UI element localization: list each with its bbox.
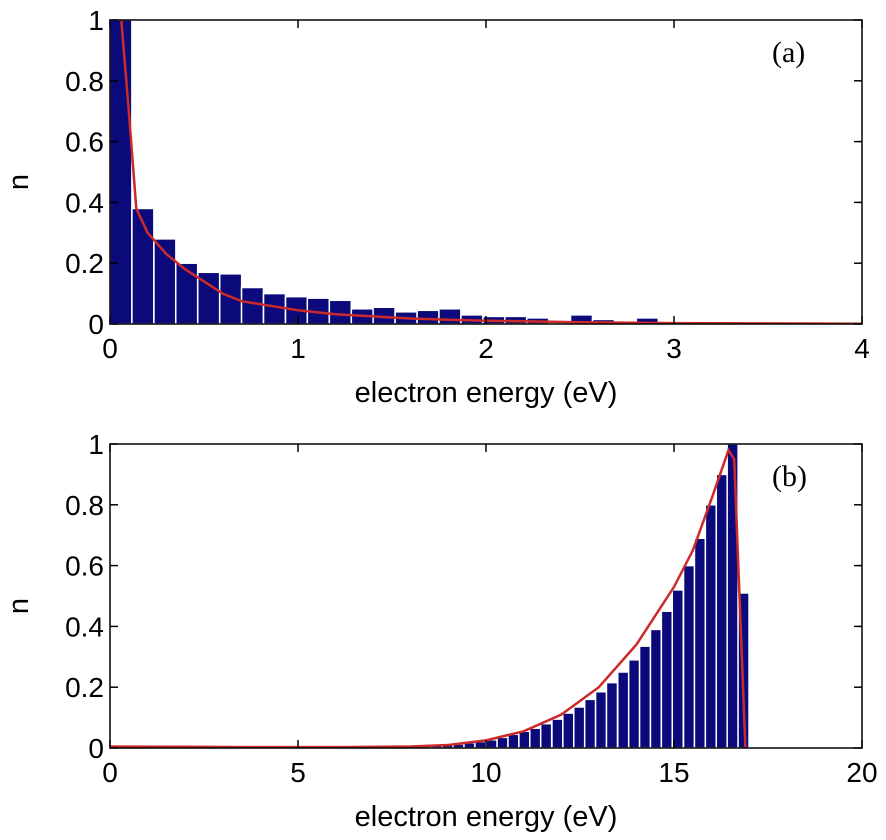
y-tick-label: 0.6 bbox=[65, 127, 104, 158]
fit-line bbox=[120, 20, 862, 324]
y-tick-label: 0 bbox=[88, 733, 104, 764]
y-axis-label: n bbox=[3, 598, 35, 614]
histogram-bar bbox=[539, 722, 553, 748]
x-tick-label: 3 bbox=[666, 333, 682, 364]
panel-label: (b) bbox=[772, 460, 807, 493]
y-tick-label: 0.2 bbox=[65, 672, 104, 703]
x-tick-label: 0 bbox=[102, 333, 118, 364]
histogram-bar bbox=[328, 299, 353, 324]
bars bbox=[110, 20, 857, 324]
histogram-bar bbox=[240, 286, 265, 324]
histogram-bar bbox=[518, 730, 531, 748]
x-tick-label: 1 bbox=[290, 333, 306, 364]
x-axis-label: electron energy (eV) bbox=[355, 377, 618, 409]
histogram-bar bbox=[416, 309, 440, 324]
histogram-bar bbox=[507, 733, 520, 748]
histogram-bar bbox=[671, 589, 684, 748]
y-tick-label: 0.4 bbox=[65, 611, 104, 642]
histogram-bar bbox=[573, 706, 586, 748]
x-tick-label: 4 bbox=[854, 333, 870, 364]
y-tick-label: 0.8 bbox=[65, 66, 104, 97]
histogram-bar bbox=[110, 20, 133, 324]
panel-label: (a) bbox=[772, 36, 805, 69]
x-axis-label: electron energy (eV) bbox=[355, 801, 618, 833]
panel-b: 0 5 10 15 20 0 0.2 0.4 0.6 0.8 1 electron energy (e… bbox=[3, 429, 878, 833]
x-tick-label: 2 bbox=[478, 333, 494, 364]
histogram-bar bbox=[605, 681, 619, 748]
x-tick-label: 5 bbox=[290, 757, 306, 788]
fit-line bbox=[110, 447, 747, 748]
bars bbox=[110, 444, 750, 748]
histogram-bar bbox=[583, 698, 597, 748]
y-tick-label: 0.4 bbox=[65, 187, 104, 218]
y-tick-label: 0.6 bbox=[65, 551, 104, 582]
histogram-bar bbox=[594, 691, 608, 748]
x-tick-label: 15 bbox=[658, 757, 689, 788]
x-tick-label: 20 bbox=[846, 757, 877, 788]
histogram-bar bbox=[174, 262, 199, 324]
histogram-bar bbox=[635, 317, 660, 324]
histogram-bar bbox=[562, 712, 575, 748]
y-tick-label: 1 bbox=[88, 429, 104, 460]
histogram-bar bbox=[438, 308, 462, 324]
histogram-bar bbox=[704, 504, 718, 748]
y-tick-label: 0.8 bbox=[65, 490, 104, 521]
y-tick-label: 0 bbox=[88, 309, 104, 340]
y-tick-label: 0.2 bbox=[65, 248, 104, 279]
histogram-bar bbox=[627, 659, 641, 748]
histogram-bar bbox=[693, 537, 707, 748]
histogram-bar bbox=[551, 718, 564, 748]
histogram-bar bbox=[638, 645, 652, 748]
histogram-bar bbox=[715, 473, 728, 748]
histogram-bar bbox=[131, 207, 155, 324]
y-tick-label: 1 bbox=[88, 5, 104, 36]
histogram-bar bbox=[617, 671, 630, 748]
histogram-bar bbox=[682, 564, 696, 748]
histogram-bar bbox=[496, 736, 509, 748]
histogram-bar bbox=[529, 727, 542, 748]
y-axis-label: n bbox=[3, 174, 35, 190]
x-tick-label: 0 bbox=[102, 757, 118, 788]
x-tick-label: 10 bbox=[470, 757, 501, 788]
histogram-bar bbox=[660, 610, 674, 748]
panel-a: 0 1 2 3 4 0 0.2 0.4 0.6 0.8 1 electron energy (eV) n… bbox=[3, 5, 870, 409]
histogram-bar bbox=[649, 628, 663, 748]
